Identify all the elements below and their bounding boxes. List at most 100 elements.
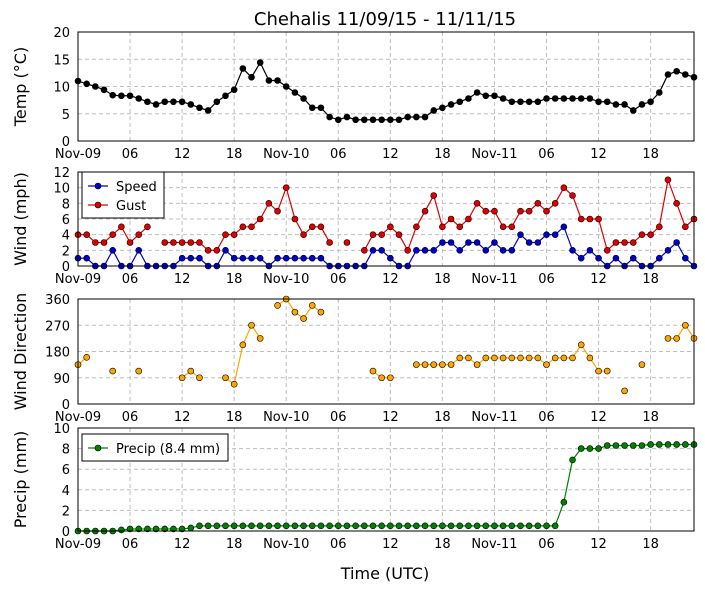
data-point-gust: [100, 239, 108, 246]
data-point-temp: [196, 104, 203, 112]
data-point-dir: [673, 335, 680, 342]
data-point-dir: [551, 354, 559, 362]
data-point-gust: [109, 231, 117, 238]
data-point-precip: [343, 522, 351, 530]
data-point-temp: [109, 91, 117, 99]
data-point-temp: [334, 116, 342, 124]
data-point-gust: [135, 231, 143, 238]
data-point-speed: [135, 247, 143, 254]
data-point-speed: [447, 239, 455, 246]
data-point-temp: [551, 95, 559, 102]
data-point-dir: [256, 335, 264, 342]
data-point-temp: [361, 116, 368, 124]
data-point-temp: [83, 80, 90, 88]
x-tick-label: Nov-11: [471, 272, 517, 287]
y-tick-label: 0: [62, 135, 70, 150]
x-tick-label: Nov-09: [55, 537, 101, 552]
data-point-gust: [196, 239, 203, 246]
data-point-gust: [282, 184, 290, 191]
data-point-temp: [664, 71, 672, 78]
x-tick-label: Nov-10: [263, 537, 309, 552]
data-point-gust: [586, 215, 594, 223]
data-point-dir: [178, 374, 186, 382]
data-point-gust: [213, 247, 221, 254]
data-point-gust: [421, 207, 429, 215]
x-tick-label: 06: [122, 147, 139, 162]
y-tick-label: 2: [62, 244, 70, 259]
data-point-precip: [326, 522, 333, 530]
data-point-precip: [135, 525, 143, 533]
data-point-gust: [256, 215, 264, 223]
data-point-dir: [525, 354, 533, 362]
data-point-speed: [439, 239, 446, 246]
plot-frame: [77, 31, 695, 142]
data-point-precip: [612, 442, 620, 449]
legend-marker: [94, 182, 102, 190]
x-tick-label: 06: [122, 272, 139, 287]
data-point-dir: [456, 354, 464, 362]
x-tick-label: 12: [382, 147, 399, 162]
data-point-precip: [664, 441, 672, 448]
data-point-gust: [274, 207, 281, 215]
data-point-precip: [473, 522, 481, 530]
data-point-precip: [465, 522, 472, 530]
data-point-precip: [491, 522, 498, 530]
data-point-precip: [647, 441, 654, 448]
data-point-speed: [664, 247, 672, 254]
x-tick-label: 18: [642, 147, 659, 162]
data-point-gust: [126, 239, 134, 246]
data-point-temp: [282, 83, 290, 90]
x-tick-label: Nov-11: [471, 537, 517, 552]
data-point-temp: [352, 116, 359, 124]
data-point-temp: [595, 98, 602, 106]
data-point-precip: [239, 522, 247, 530]
x-tick-label: Nov-11: [471, 410, 517, 425]
data-point-speed: [291, 254, 299, 262]
data-point-speed: [456, 247, 464, 254]
data-point-precip: [456, 522, 464, 530]
data-point-temp: [621, 101, 628, 108]
data-point-temp: [239, 65, 247, 72]
data-point-speed: [187, 254, 195, 262]
y-tick-label: 270: [45, 319, 70, 334]
data-point-gust: [543, 207, 550, 215]
data-point-precip: [595, 445, 602, 452]
data-point-dir: [378, 374, 385, 382]
data-point-dir: [83, 354, 90, 361]
x-tick-label: Nov-09: [55, 147, 101, 162]
data-point-dir: [621, 387, 628, 395]
data-point-dir: [135, 367, 143, 375]
data-point-temp: [612, 101, 620, 108]
data-point-dir: [603, 367, 611, 375]
legend-marker: [94, 444, 102, 452]
data-point-gust: [170, 239, 177, 246]
data-point-speed: [230, 254, 238, 262]
data-point-temp: [465, 95, 472, 102]
data-point-temp: [152, 101, 160, 108]
legend-box: [81, 171, 165, 219]
legend-label: Speed: [116, 180, 157, 195]
data-point-dir: [274, 302, 281, 309]
data-point-temp: [317, 104, 325, 112]
y-tick-label: 0: [62, 398, 70, 413]
data-point-precip: [152, 525, 160, 533]
data-point-dir: [387, 374, 394, 382]
data-point-gust: [465, 215, 472, 223]
x-tick-label: 06: [330, 272, 347, 287]
data-point-temp: [222, 92, 229, 100]
data-point-precip: [551, 522, 559, 530]
data-point-dir: [222, 374, 229, 382]
x-tick-label: 06: [538, 410, 555, 425]
x-tick-label: 18: [226, 410, 243, 425]
data-point-temp: [230, 86, 238, 94]
data-point-temp: [343, 113, 351, 121]
data-point-gust: [387, 223, 394, 231]
y-tick-label: 2: [62, 504, 70, 519]
data-point-speed: [491, 239, 498, 246]
data-point-precip: [204, 522, 212, 530]
data-point-precip: [256, 522, 264, 530]
data-point-dir: [543, 361, 550, 368]
data-point-gust: [647, 231, 654, 238]
data-point-speed: [612, 254, 620, 262]
x-tick-label: 12: [174, 272, 191, 287]
